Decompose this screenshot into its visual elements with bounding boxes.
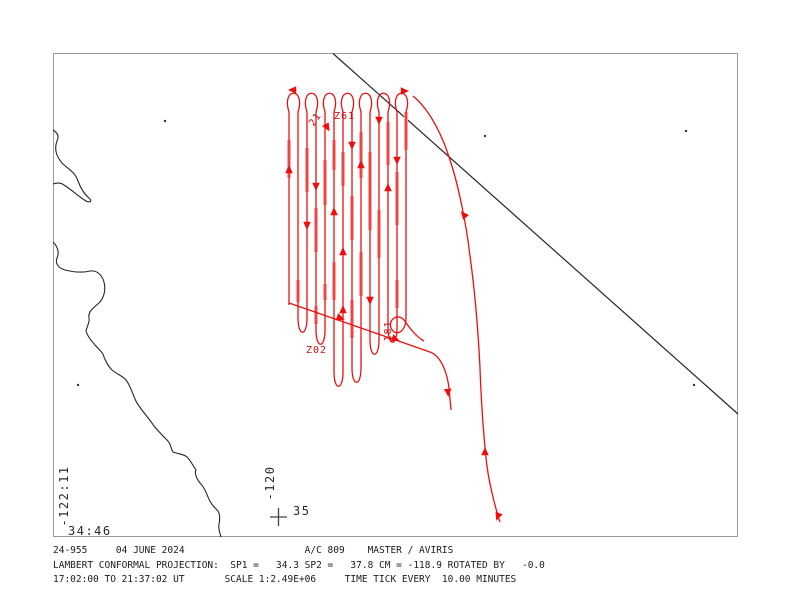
graticule-cross — [270, 508, 287, 526]
track-label-z02: Z02 — [306, 345, 328, 356]
time-tick-arrows — [285, 86, 503, 521]
graticule-lon-label: -120 — [263, 465, 277, 501]
survey-pattern-track — [286, 92, 425, 387]
graticule-lat-label: 35 — [293, 504, 311, 518]
map-frame — [53, 53, 738, 537]
footer-projection-info: LAMBERT CONFORMAL PROJECTION: SP1 = 34.3… — [53, 559, 545, 571]
coastline-north-segment — [52, 129, 92, 203]
state-boundary-line — [332, 53, 739, 415]
coastline-south-segment — [52, 241, 222, 538]
map-feature-dots — [76, 119, 696, 387]
transit-leg-track — [288, 302, 452, 411]
ferry-leg-track — [412, 95, 501, 523]
footer-time-scale-info: 17:02:00 TO 21:37:02 UT SCALE 1:2.49E+06… — [53, 574, 517, 585]
footer-flight-info: 24-955 04 JUNE 2024 A/C 809 MASTER / AVI… — [53, 545, 454, 556]
corner-lat-label: 34:46 — [68, 524, 112, 538]
track-label-z61: Z61 — [334, 111, 356, 122]
corner-lon-label: -122:11 — [57, 465, 71, 527]
track-label-181: 181 — [383, 320, 394, 342]
